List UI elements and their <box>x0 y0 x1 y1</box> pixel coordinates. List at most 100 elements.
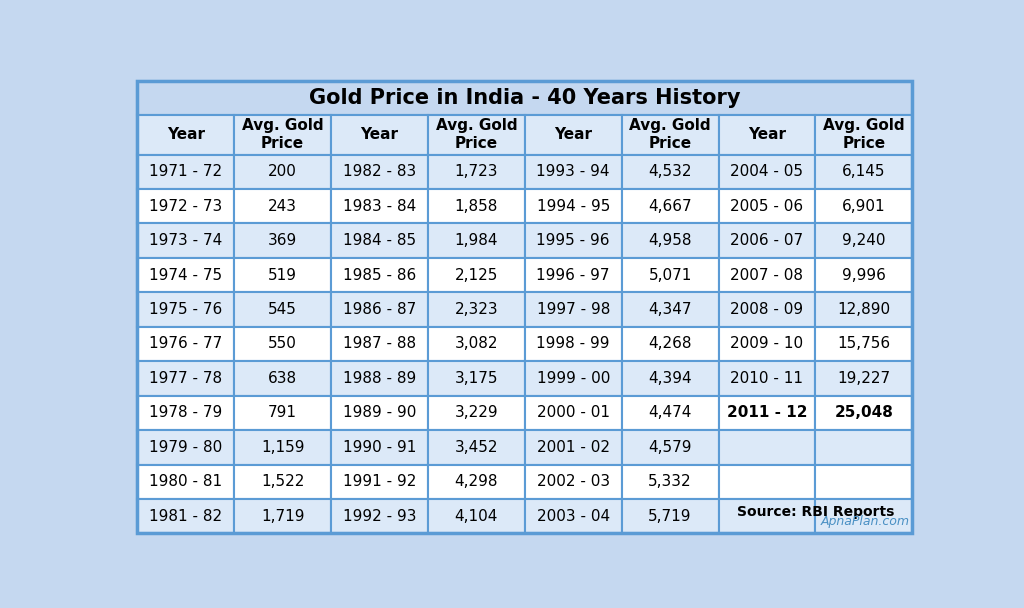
Text: 1,858: 1,858 <box>455 199 498 214</box>
Bar <box>719 499 815 533</box>
Bar <box>524 292 622 326</box>
Bar <box>137 292 234 326</box>
Bar <box>622 154 719 189</box>
Text: ApnaPlan.com: ApnaPlan.com <box>820 515 909 528</box>
Text: 2010 - 11: 2010 - 11 <box>730 371 804 386</box>
Text: 2004 - 05: 2004 - 05 <box>730 164 804 179</box>
Bar <box>234 430 331 465</box>
Text: 1991 - 92: 1991 - 92 <box>343 474 416 489</box>
Bar <box>622 396 719 430</box>
Bar <box>428 189 524 224</box>
Bar <box>719 326 815 361</box>
Bar <box>137 499 234 533</box>
Text: 1972 - 73: 1972 - 73 <box>150 199 222 214</box>
Text: 4,579: 4,579 <box>648 440 692 455</box>
Bar <box>524 224 622 258</box>
Text: 4,268: 4,268 <box>648 336 692 351</box>
Text: Year: Year <box>554 127 592 142</box>
Bar <box>428 430 524 465</box>
Bar <box>524 189 622 224</box>
Bar <box>331 396 428 430</box>
Bar <box>622 114 719 154</box>
Text: Avg. Gold
Price: Avg. Gold Price <box>242 119 324 151</box>
Bar <box>428 154 524 189</box>
Bar <box>524 361 622 396</box>
Text: 4,394: 4,394 <box>648 371 692 386</box>
Text: 1999 - 00: 1999 - 00 <box>537 371 610 386</box>
Text: Avg. Gold
Price: Avg. Gold Price <box>630 119 711 151</box>
Bar <box>428 292 524 326</box>
Text: 2005 - 06: 2005 - 06 <box>730 199 804 214</box>
Text: 1974 - 75: 1974 - 75 <box>150 268 222 283</box>
Text: 1989 - 90: 1989 - 90 <box>343 406 416 420</box>
Bar <box>622 499 719 533</box>
Bar <box>524 465 622 499</box>
Bar <box>524 499 622 533</box>
Bar <box>622 465 719 499</box>
Bar <box>428 396 524 430</box>
Text: 1993 - 94: 1993 - 94 <box>537 164 610 179</box>
Text: 1980 - 81: 1980 - 81 <box>150 474 222 489</box>
Text: 1988 - 89: 1988 - 89 <box>343 371 416 386</box>
Bar <box>137 81 912 114</box>
Text: 1994 - 95: 1994 - 95 <box>537 199 610 214</box>
Text: 638: 638 <box>268 371 297 386</box>
Bar <box>622 189 719 224</box>
Bar <box>622 258 719 292</box>
Text: 1976 - 77: 1976 - 77 <box>150 336 222 351</box>
Text: 5,332: 5,332 <box>648 474 692 489</box>
Bar <box>331 258 428 292</box>
Bar <box>234 114 331 154</box>
Bar <box>234 224 331 258</box>
Bar <box>622 430 719 465</box>
Text: 4,474: 4,474 <box>648 406 692 420</box>
Text: 2,323: 2,323 <box>455 302 498 317</box>
Text: 1978 - 79: 1978 - 79 <box>150 406 222 420</box>
Bar <box>719 361 815 396</box>
Bar <box>234 465 331 499</box>
Text: 791: 791 <box>268 406 297 420</box>
Text: 19,227: 19,227 <box>838 371 891 386</box>
Text: 5,071: 5,071 <box>648 268 692 283</box>
Bar <box>331 430 428 465</box>
Bar <box>137 189 234 224</box>
Bar <box>137 396 234 430</box>
Bar <box>524 326 622 361</box>
Text: 2011 - 12: 2011 - 12 <box>727 406 807 420</box>
Text: Source: RBI Reports: Source: RBI Reports <box>736 505 894 519</box>
Text: 3,452: 3,452 <box>455 440 498 455</box>
Bar <box>719 154 815 189</box>
Bar <box>331 189 428 224</box>
Text: 1982 - 83: 1982 - 83 <box>343 164 416 179</box>
Text: Year: Year <box>167 127 205 142</box>
Text: 1983 - 84: 1983 - 84 <box>343 199 416 214</box>
Text: 2008 - 09: 2008 - 09 <box>730 302 804 317</box>
Text: 4,347: 4,347 <box>648 302 692 317</box>
Text: 4,104: 4,104 <box>455 509 498 523</box>
Text: 1984 - 85: 1984 - 85 <box>343 233 416 248</box>
Bar <box>428 465 524 499</box>
Bar <box>234 189 331 224</box>
Text: 12,890: 12,890 <box>838 302 891 317</box>
Bar <box>815 465 912 499</box>
Bar <box>815 189 912 224</box>
Bar <box>331 326 428 361</box>
Text: 1975 - 76: 1975 - 76 <box>150 302 222 317</box>
Text: 1,159: 1,159 <box>261 440 304 455</box>
Text: 2009 - 10: 2009 - 10 <box>730 336 804 351</box>
Bar <box>234 154 331 189</box>
Bar <box>234 361 331 396</box>
Bar <box>622 361 719 396</box>
Text: 545: 545 <box>268 302 297 317</box>
Bar <box>428 499 524 533</box>
Bar <box>815 361 912 396</box>
Text: 9,996: 9,996 <box>842 268 886 283</box>
Text: 4,958: 4,958 <box>648 233 692 248</box>
Bar <box>719 430 815 465</box>
Text: 1973 - 74: 1973 - 74 <box>150 233 222 248</box>
Text: 2001 - 02: 2001 - 02 <box>537 440 609 455</box>
Text: 200: 200 <box>268 164 297 179</box>
Text: 1992 - 93: 1992 - 93 <box>343 509 416 523</box>
Text: 15,756: 15,756 <box>838 336 891 351</box>
Bar <box>815 114 912 154</box>
